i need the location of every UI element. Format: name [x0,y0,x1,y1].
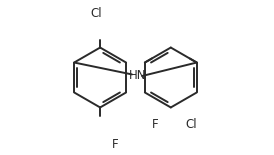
Text: HN: HN [129,69,146,82]
Text: F: F [112,138,118,151]
Text: Cl: Cl [90,7,102,20]
Text: F: F [152,118,159,131]
Text: Cl: Cl [186,118,197,131]
